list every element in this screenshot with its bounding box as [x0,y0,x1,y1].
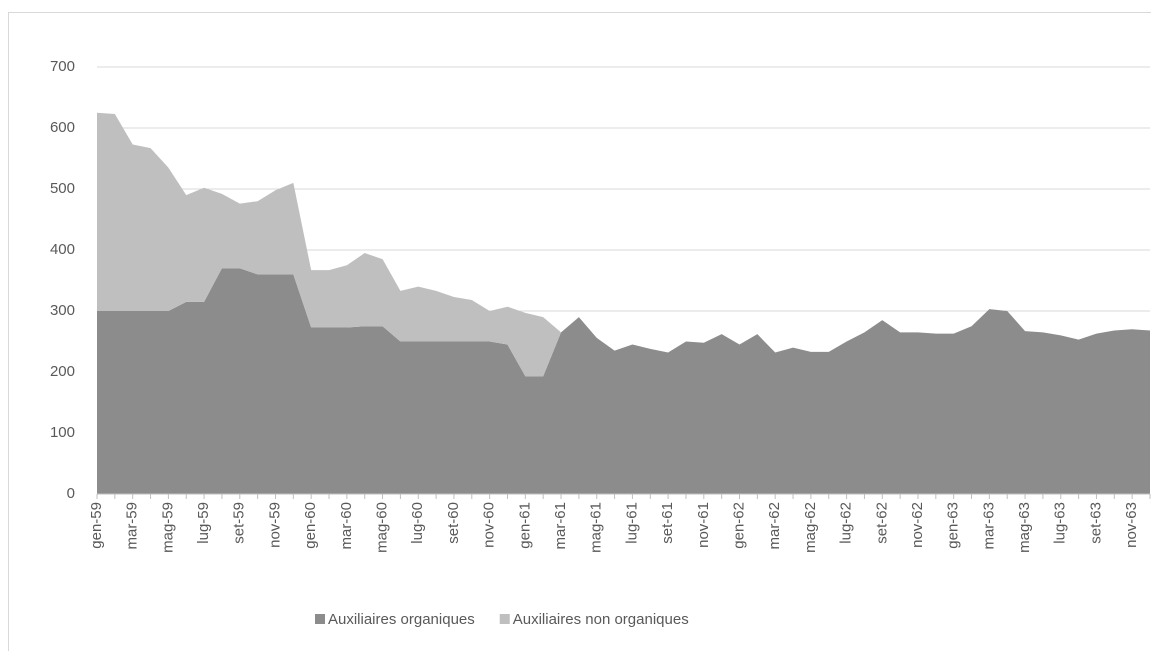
x-tick-label: lug-62 [838,502,855,544]
x-tick-label: mar-59 [124,502,141,550]
x-tick-label: mag-61 [588,502,605,553]
x-tick-label: mag-59 [159,502,176,553]
x-tick-label: gen-62 [730,502,747,549]
y-tick-label: 400 [50,241,75,258]
x-tick-label: gen-61 [516,502,533,549]
x-tick-label: mag-62 [802,502,819,553]
x-tick-label: set-60 [445,502,462,544]
x-tick-label: gen-59 [88,502,105,549]
x-tick-label: set-62 [873,502,890,544]
y-tick-label: 300 [50,302,75,319]
y-tick-label: 700 [50,58,75,75]
area [97,268,1150,494]
y-tick-label: 100 [50,424,75,441]
legend-swatch [315,614,325,624]
x-tick-label: nov-61 [695,502,712,548]
y-tick-label: 200 [50,363,75,380]
x-tick-label: mag-60 [374,502,391,553]
x-tick-label: mar-62 [766,502,783,550]
legend-swatch [499,614,510,624]
x-tick-label: nov-63 [1123,502,1140,548]
x-tick-label: nov-60 [481,502,498,548]
x-tick-label: lug-61 [623,502,640,544]
x-tick-label: lug-63 [1052,502,1069,544]
x-tick-label: nov-59 [266,502,283,548]
x-tick-label: set-63 [1087,502,1104,544]
x-tick-label: lug-59 [195,502,212,544]
x-tick-label: mar-63 [980,502,997,550]
area [97,112,1150,377]
x-tick-label: nov-62 [909,502,926,548]
x-tick-label: set-59 [231,502,248,544]
y-tick-label: 0 [67,485,75,502]
legend-label: Auxiliaires non organiques [513,611,689,628]
x-tick-label: mar-60 [338,502,355,550]
x-tick-label: gen-60 [302,502,319,549]
chart-frame [8,12,1151,651]
x-tick-label: mag-63 [1016,502,1033,553]
x-tick-label: gen-63 [945,502,962,549]
x-tick-label: mar-61 [552,502,569,550]
y-tick-label: 500 [50,180,75,197]
legend-label: Auxiliaires organiques [328,611,475,628]
x-tick-label: set-61 [659,502,676,544]
x-tick-label: lug-60 [409,502,426,544]
y-tick-label: 600 [50,119,75,136]
